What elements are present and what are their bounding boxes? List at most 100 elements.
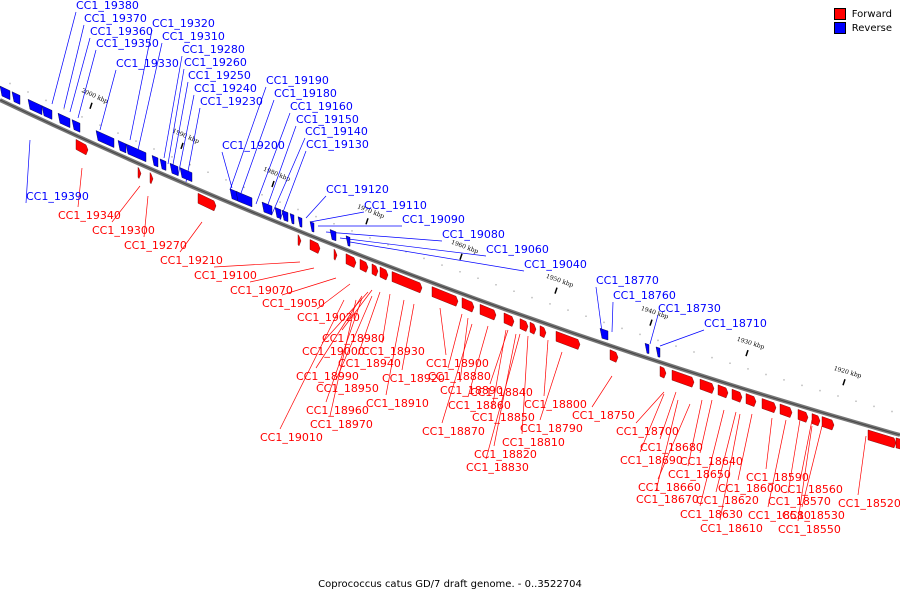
- forward-gene: [371, 263, 379, 277]
- reverse-gene-label: CC1_19330: [116, 57, 179, 70]
- forward-leader-line: [357, 291, 381, 356]
- scale-tick-label: 1950 kbp: [545, 273, 574, 289]
- legend-forward: Forward: [833, 8, 892, 20]
- forward-leader-line: [699, 399, 713, 454]
- reverse-leader-line: [659, 329, 705, 347]
- forward-gene-label: CC1_18840: [470, 386, 533, 399]
- forward-leader-line: [329, 299, 357, 417]
- forward-gene-label: CC1_18630: [680, 508, 743, 521]
- reverse-gene-label: CC1_19320: [152, 17, 215, 30]
- reverse-leader-line: [163, 55, 183, 159]
- reverse-gene-label: CC1_19390: [26, 190, 89, 203]
- forward-gene-label: CC1_18600: [718, 482, 781, 495]
- forward-leader-line: [249, 267, 315, 283]
- forward-gene-label: CC1_18820: [474, 448, 537, 461]
- reverse-gene: [289, 213, 295, 225]
- reverse-leader-line: [325, 231, 443, 242]
- reverse-gene: [27, 98, 43, 116]
- reverse-gene: [95, 130, 115, 148]
- reverse-gene-label: CC1_19160: [290, 100, 353, 113]
- genome-caption: Coprococcus catus GD/7 draft genome. - 0…: [318, 579, 582, 590]
- scale-tick-label: 1930 kbp: [736, 336, 765, 351]
- reverse-gene-label: CC1_19350: [96, 37, 159, 50]
- forward-gene: [539, 325, 547, 339]
- forward-gene-label: CC1_19050: [262, 297, 325, 310]
- forward-gene-label: CC1_18650: [668, 468, 731, 481]
- label-leader-lines: [25, 11, 867, 522]
- forward-gene: [359, 258, 369, 273]
- forward-gene: [731, 388, 743, 403]
- reverse-gene-label: CC1_19230: [200, 95, 263, 108]
- forward-gene-label: CC1_18530: [782, 509, 845, 522]
- forward-leader-line: [699, 409, 725, 507]
- reverse-gene-label: CC1_19090: [402, 213, 465, 226]
- forward-gene: [75, 139, 89, 156]
- forward-leader-line: [657, 403, 691, 480]
- reverse-gene-label: CC1_19370: [84, 12, 147, 25]
- forward-gene-label: CC1_18580: [748, 509, 811, 522]
- reverse-gene: [169, 162, 179, 176]
- scale-tick-mark: [554, 287, 558, 294]
- forward-gene-label: CC1_18660: [638, 481, 701, 494]
- forward-gene: [699, 378, 715, 394]
- forward-gene-label: CC1_19210: [160, 254, 223, 267]
- forward-gene-label: CC1_18930: [362, 345, 425, 358]
- scale-tick-mark: [271, 180, 275, 188]
- forward-leader-line: [325, 297, 363, 403]
- forward-leader-line: [401, 303, 415, 371]
- reverse-gene-label: CC1_19130: [306, 138, 369, 151]
- reverse-gene-label: CC1_18760: [613, 289, 676, 302]
- forward-gene-label: CC1_19340: [58, 209, 121, 222]
- forward-gene-label: CC1_18800: [524, 398, 587, 411]
- reverse-leader-line: [309, 211, 365, 223]
- scale-tick-mark: [365, 218, 369, 225]
- reverse-leader-line: [279, 150, 307, 221]
- reverse-leader-line: [25, 139, 31, 204]
- reverse-leader-line: [229, 86, 267, 191]
- forward-gene: [555, 330, 581, 350]
- reverse-gene-label: CC1_19240: [194, 82, 257, 95]
- scale-tick-mark: [842, 379, 846, 386]
- forward-leader-line: [281, 277, 337, 296]
- forward-leader-line: [485, 333, 521, 460]
- reverse-leader-line: [171, 81, 189, 171]
- reverse-gene: [261, 201, 273, 216]
- forward-gene: [867, 429, 897, 449]
- forward-gene-label: CC1_18680: [640, 441, 703, 454]
- forward-leader-line: [341, 289, 373, 331]
- gene-labels: CC1_19380CC1_19370CC1_19360CC1_19350CC1_…: [26, 0, 900, 536]
- forward-leader-line: [719, 413, 741, 521]
- reverse-leader-line: [167, 68, 185, 165]
- forward-leader-line: [491, 329, 507, 410]
- forward-gene-label: CC1_18900: [426, 357, 489, 370]
- reverse-gene-label: CC1_19150: [296, 113, 359, 126]
- forward-gene: [503, 312, 515, 327]
- scale-tick-mark: [89, 102, 93, 109]
- reverse-leader-line: [51, 11, 77, 105]
- forward-leader-line: [659, 391, 677, 440]
- forward-leader-line: [799, 419, 813, 482]
- forward-gene: [779, 403, 793, 418]
- reverse-gene-label: CC1_19060: [486, 243, 549, 256]
- forward-gene: [797, 409, 809, 423]
- reverse-gene-label: CC1_19190: [266, 74, 329, 87]
- reverse-gene-label: CC1_19180: [274, 87, 337, 100]
- reverse-leader-line: [129, 29, 153, 141]
- reverse-gene: [329, 229, 337, 242]
- reverse-gene: [0, 85, 11, 101]
- forward-gene: [197, 192, 217, 212]
- reverse-leader-line: [255, 112, 291, 205]
- forward-gene-label: CC1_18990: [296, 370, 359, 383]
- reverse-gene: [151, 155, 159, 168]
- forward-gene-label: CC1_18690: [620, 454, 683, 467]
- reverse-gene-label: CC1_19200: [222, 139, 285, 152]
- forward-leader-line: [801, 425, 823, 508]
- forward-gene: [761, 398, 777, 413]
- reverse-gene-label: CC1_19380: [76, 0, 139, 12]
- reverse-leader-line: [305, 195, 327, 219]
- forward-leader-line: [213, 261, 301, 268]
- forward-leader-line: [521, 335, 529, 435]
- reverse-leader-line: [339, 237, 487, 257]
- forward-swatch: [833, 8, 846, 20]
